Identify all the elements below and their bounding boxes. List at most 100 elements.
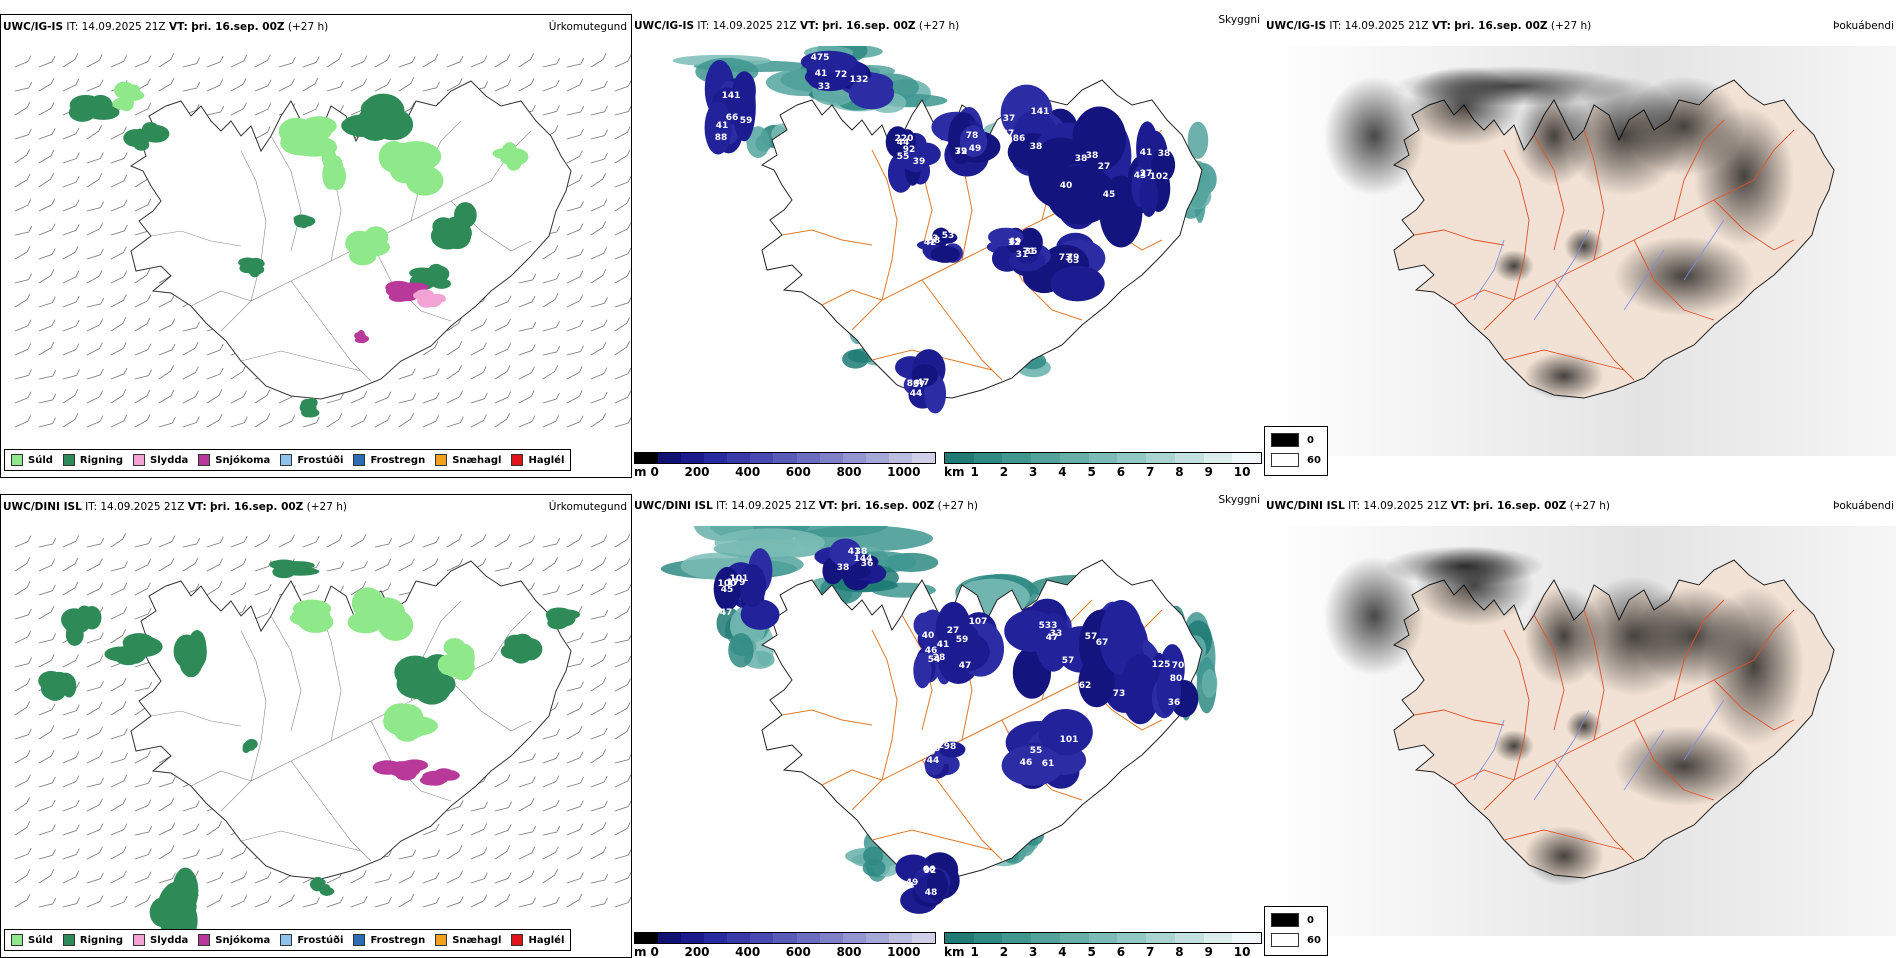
wind-barb bbox=[206, 105, 225, 116]
cloud-base-value: 36 bbox=[861, 559, 874, 569]
wind-barb bbox=[590, 247, 608, 260]
wind-barb bbox=[518, 776, 536, 788]
river-line bbox=[1473, 719, 1505, 781]
colorbar-tick: 1 bbox=[970, 945, 979, 958]
wind-barb bbox=[254, 560, 272, 572]
wind-barb bbox=[62, 704, 80, 716]
cloud-base-value: 47 bbox=[720, 608, 733, 618]
wind-barb bbox=[38, 77, 55, 92]
wind-barb bbox=[518, 53, 535, 68]
colorbar-tick: 800 bbox=[836, 465, 862, 478]
title-it-value: 14.09.2025 21Z bbox=[81, 21, 166, 33]
wind-barb bbox=[470, 414, 487, 428]
wind-barb bbox=[206, 894, 223, 908]
wind-barb bbox=[14, 797, 30, 812]
colorbar-segment bbox=[658, 453, 682, 463]
precip-area bbox=[516, 637, 543, 661]
wind-barb bbox=[158, 535, 176, 548]
wind-barb bbox=[542, 896, 560, 908]
colorbar-tick: 400 bbox=[735, 465, 761, 478]
road-line bbox=[1503, 149, 1530, 301]
colorbar-segment bbox=[865, 933, 889, 943]
legend-swatch bbox=[11, 454, 23, 466]
colorbar-segment bbox=[945, 453, 974, 463]
cloud-base-value: 132 bbox=[850, 75, 869, 85]
wind-barb bbox=[446, 800, 464, 812]
low-cloud-area bbox=[1046, 165, 1116, 225]
colorbar-tick: 5 bbox=[1087, 465, 1096, 478]
wind-barb bbox=[398, 393, 416, 404]
low-cloud-area bbox=[713, 566, 741, 611]
road-line bbox=[1413, 709, 1505, 726]
wind-barb bbox=[590, 749, 607, 764]
road-line bbox=[1633, 719, 1715, 801]
low-cloud-area bbox=[833, 564, 871, 580]
wind-barb bbox=[542, 57, 560, 68]
wind-barb bbox=[590, 297, 608, 308]
cloud-base-value: 31 bbox=[1016, 250, 1029, 260]
wind-barb bbox=[590, 775, 608, 788]
wind-barb bbox=[566, 319, 584, 332]
road-line bbox=[1713, 679, 1795, 731]
wind-barb bbox=[470, 533, 487, 548]
wind-barb bbox=[230, 846, 247, 860]
legend-swatch bbox=[280, 934, 293, 946]
wind-barb bbox=[566, 681, 584, 692]
wind-barb bbox=[86, 270, 103, 284]
wind-barb bbox=[254, 583, 272, 596]
wind-barb bbox=[542, 846, 559, 860]
cloud-base-value: 92 bbox=[924, 866, 937, 876]
cloud-base-value: 66 bbox=[923, 865, 936, 875]
wind-barb bbox=[398, 368, 416, 380]
title-vt-label: VT: bbox=[818, 500, 838, 512]
wind-barb bbox=[566, 415, 584, 428]
road-line bbox=[871, 629, 898, 781]
precip-area bbox=[349, 246, 377, 266]
wind-barb bbox=[566, 725, 583, 740]
title-vt-value: þri. 16.sep. 00Z bbox=[841, 500, 935, 512]
wind-barb bbox=[110, 270, 127, 284]
wind-barb bbox=[614, 655, 631, 668]
colorbar-segment bbox=[973, 933, 1003, 943]
wind-barb bbox=[614, 222, 631, 236]
precip-area bbox=[70, 610, 102, 629]
wind-barb bbox=[86, 726, 103, 740]
title-lead: (+27 h) bbox=[1569, 500, 1610, 512]
wind-barb bbox=[422, 896, 440, 908]
cloud-base-value: 49 bbox=[906, 878, 919, 888]
wind-barb bbox=[350, 896, 368, 908]
legend-label: Súld bbox=[28, 454, 53, 466]
wind-barb bbox=[590, 897, 608, 908]
colorbar-segment bbox=[658, 933, 682, 943]
colorbar-segment bbox=[1232, 453, 1262, 463]
cloud-base-value: 55 bbox=[897, 152, 910, 162]
cloud-base-value: 141 bbox=[722, 91, 741, 101]
wind-barb bbox=[38, 849, 56, 860]
legend-label: 0 bbox=[1307, 914, 1314, 926]
cloud-base-value: 12 bbox=[1008, 238, 1021, 248]
wind-barb bbox=[158, 416, 176, 428]
road-line bbox=[871, 829, 993, 851]
wind-barb bbox=[230, 102, 247, 116]
low-cloud-area bbox=[1050, 265, 1105, 302]
wind-barb bbox=[110, 199, 128, 212]
panel-title: UWC/IG-IS IT: 14.09.2025 21Z VT: þri. 16… bbox=[3, 21, 328, 33]
wind-barb bbox=[62, 343, 80, 356]
wind-barb bbox=[494, 801, 512, 812]
wind-barb bbox=[110, 224, 128, 236]
wind-barb bbox=[14, 101, 31, 116]
colorbar-segment bbox=[1088, 933, 1118, 943]
wind-barb bbox=[614, 533, 631, 548]
wind-barb bbox=[278, 534, 295, 548]
road-line bbox=[1753, 129, 1795, 181]
wind-barb bbox=[518, 273, 537, 284]
wind-barb bbox=[14, 774, 31, 788]
wind-barb bbox=[326, 413, 343, 428]
cloud-base-value: 144 bbox=[854, 554, 873, 564]
road-line bbox=[1583, 609, 1605, 741]
fog-area bbox=[1614, 726, 1754, 806]
wind-barb bbox=[398, 849, 417, 860]
cloud-base-value: 41 bbox=[1140, 148, 1153, 158]
wind-barb bbox=[38, 654, 55, 668]
wind-barb bbox=[86, 415, 104, 428]
